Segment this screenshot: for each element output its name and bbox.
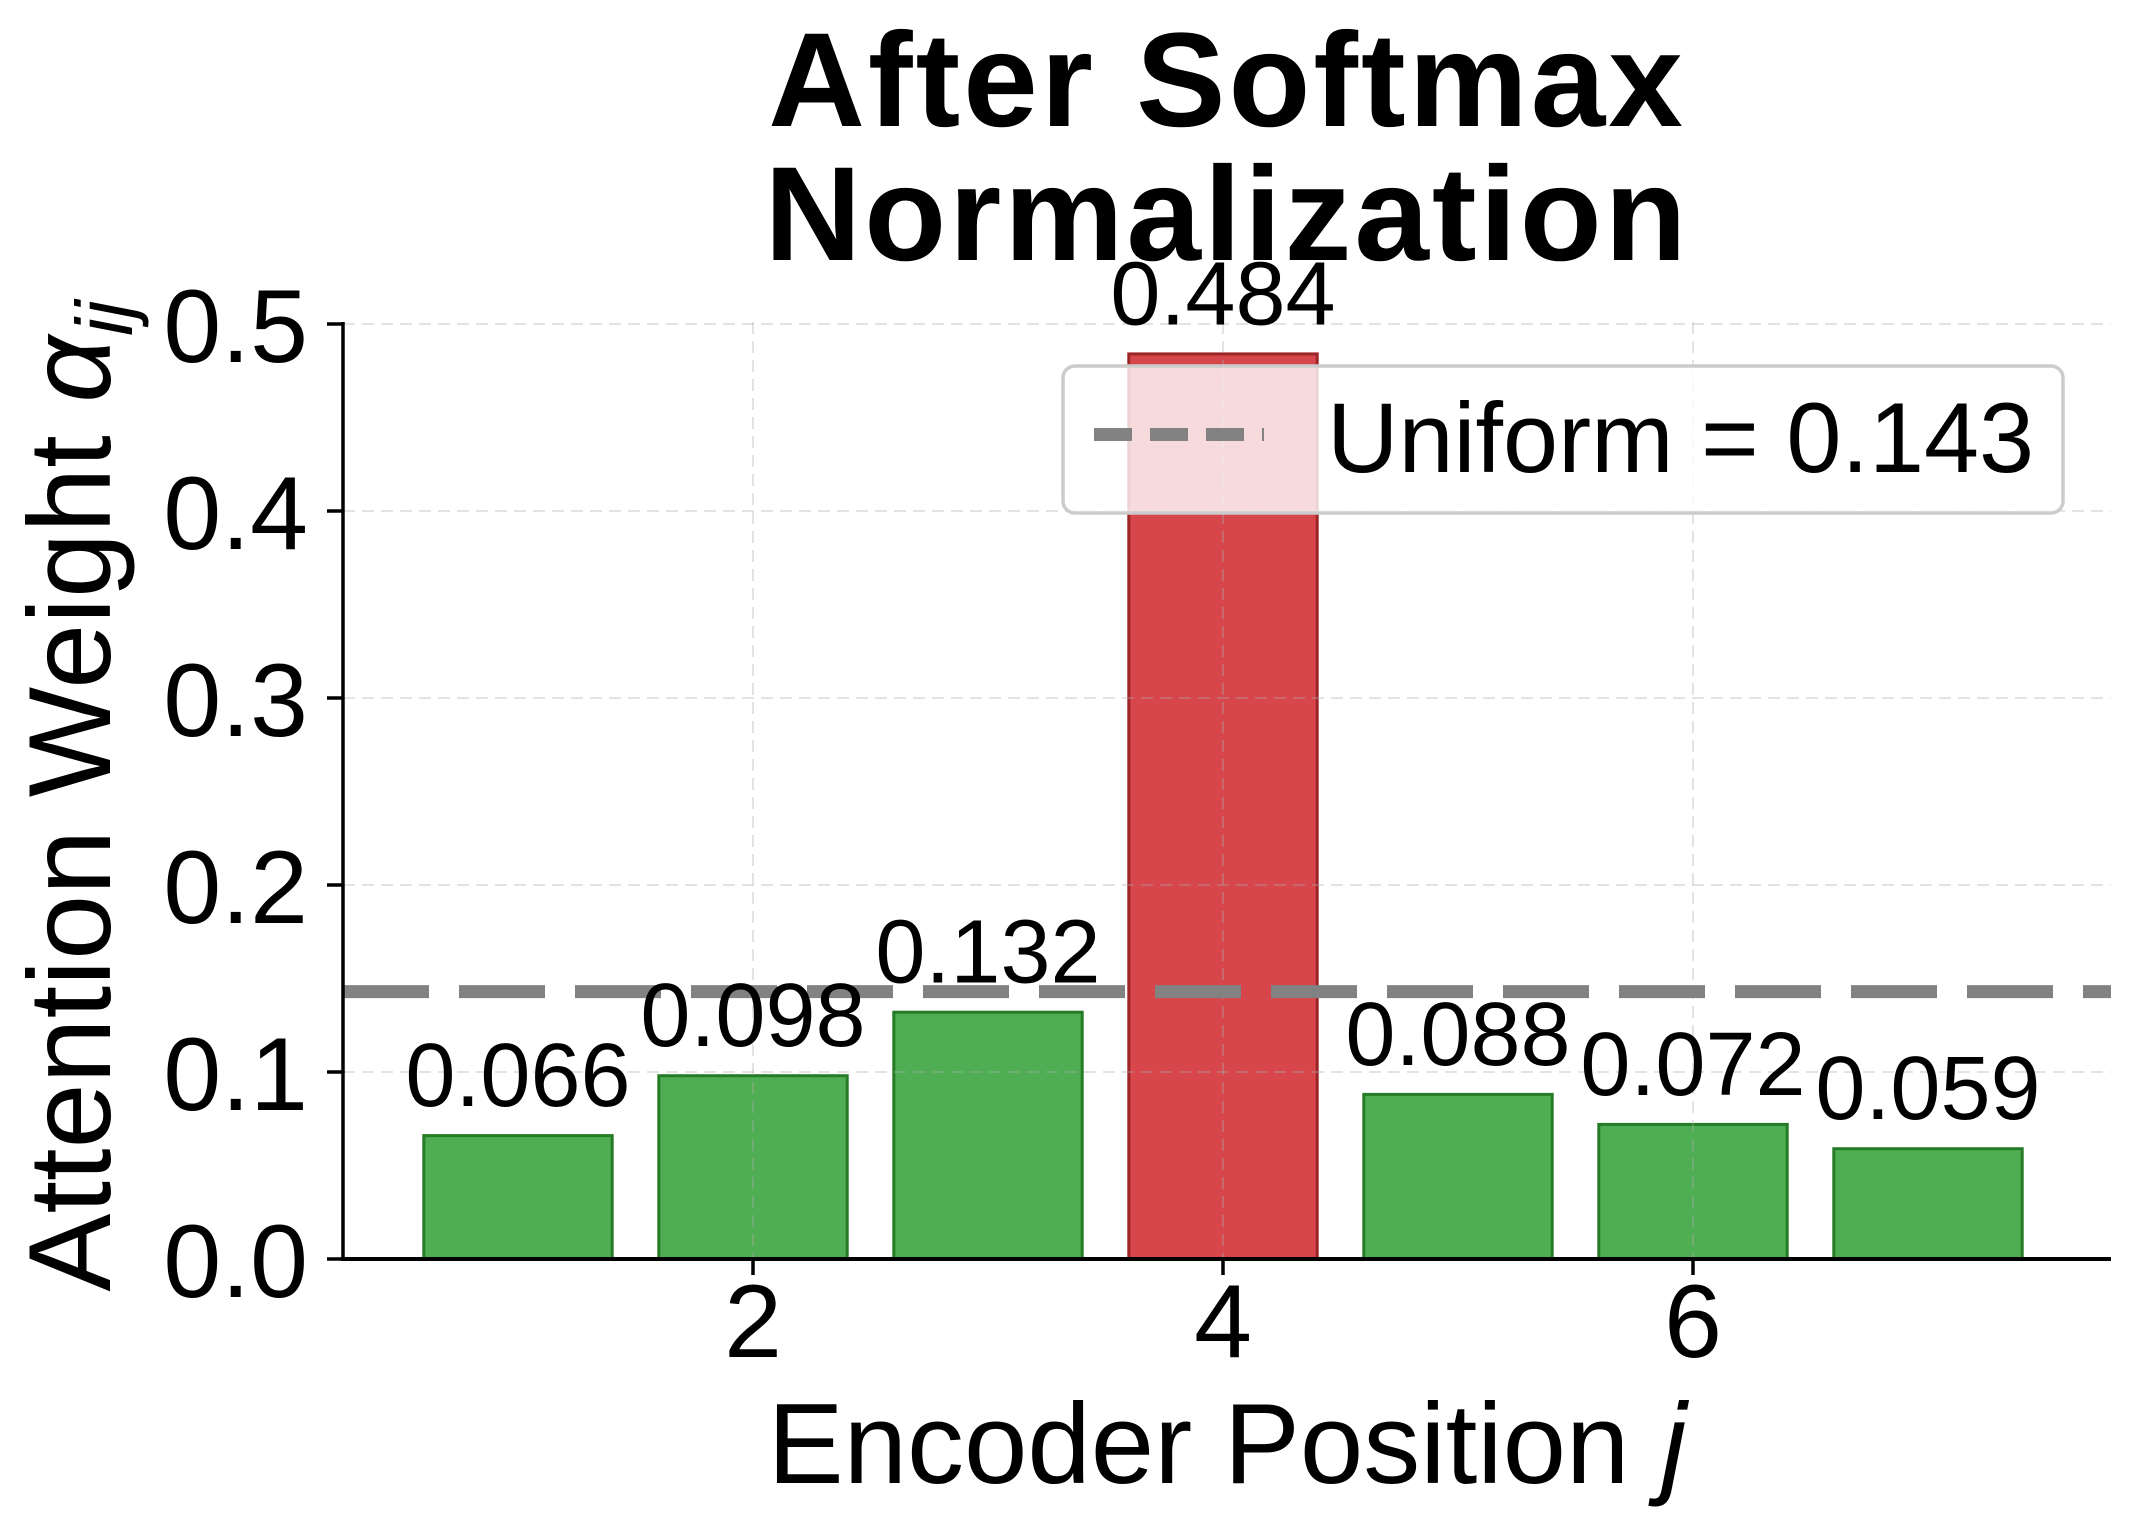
svg-text:Attention Weight αij: Attention Weight αij [4,298,149,1291]
svg-text:0.132: 0.132 [875,903,1100,1003]
svg-text:0.088: 0.088 [1345,985,1570,1085]
svg-text:6: 6 [1664,1264,1722,1380]
svg-text:0.2: 0.2 [163,830,308,946]
svg-text:0.4: 0.4 [163,456,308,572]
svg-text:4: 4 [1194,1264,1252,1380]
svg-text:0.5: 0.5 [163,269,308,385]
svg-text:Encoder Position j: Encoder Position j [768,1381,1690,1508]
svg-text:0.066: 0.066 [405,1026,630,1126]
svg-text:0.059: 0.059 [1815,1039,2040,1139]
svg-text:0.098: 0.098 [640,966,865,1066]
svg-text:0.3: 0.3 [163,643,308,759]
svg-text:After Softmax: After Softmax [768,6,1686,155]
svg-text:2: 2 [724,1264,782,1380]
svg-text:0.484: 0.484 [1110,244,1335,344]
svg-text:Uniform = 0.143: Uniform = 0.143 [1327,382,2034,493]
svg-text:0.072: 0.072 [1580,1015,1805,1115]
svg-text:Normalization: Normalization [765,140,1690,289]
svg-text:0.1: 0.1 [163,1017,308,1133]
svg-text:0.0: 0.0 [163,1204,308,1320]
